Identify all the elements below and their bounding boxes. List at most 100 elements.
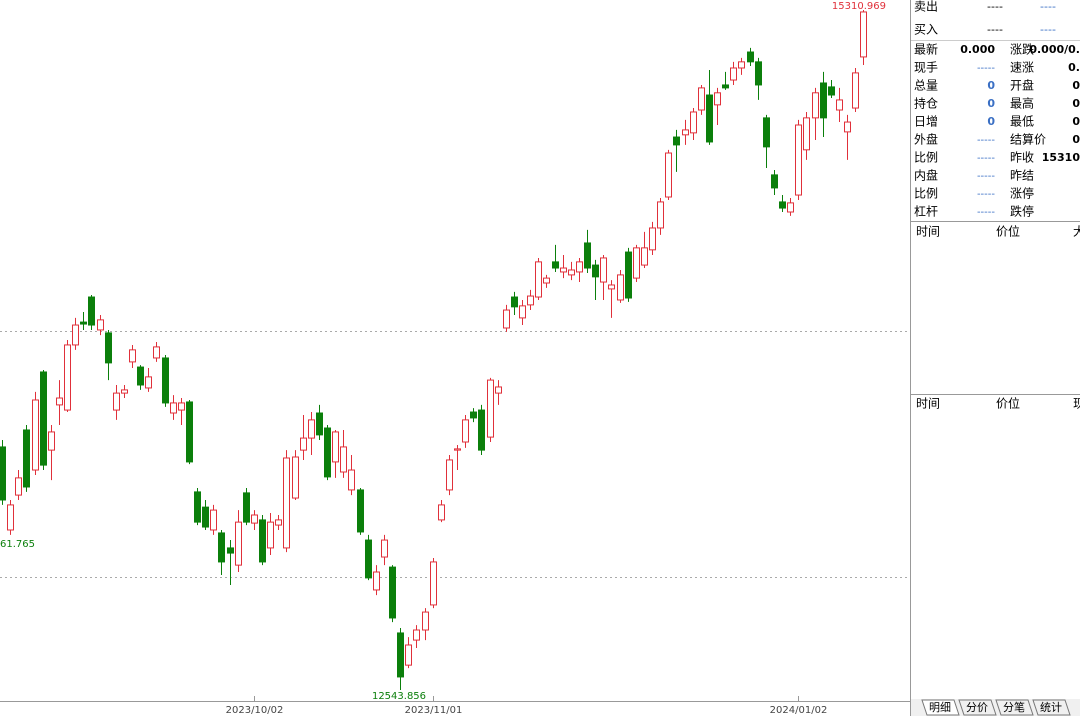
field-value: 0 [987,115,995,128]
candle-body [202,506,209,528]
field-value: 0 [1072,133,1080,146]
candle-body [763,117,770,148]
candle-body [633,247,640,279]
field-value: 0.000 [960,43,995,56]
low-label: 61.765 [0,539,35,550]
candle-body [714,92,721,106]
candle-body [470,411,477,419]
tab[interactable]: 分笔 [1003,700,1025,714]
field-label: 昨收 [1010,151,1034,165]
column-header: 大 [1073,225,1080,239]
column-header: 时间 [916,397,940,411]
field-label: 最低 [1010,115,1034,129]
field-value: 0 [987,97,995,110]
candle-body [80,321,87,325]
candle-body [97,319,104,331]
candle-body [755,61,762,86]
field-label: 现手 [914,61,938,75]
candles: 2023/10/02 2023/11/01 2024/01/02 15310.969 6… [0,1,886,716]
candle-body [747,51,754,63]
candle-body [535,261,542,298]
column-header: 时间 [916,225,940,239]
quote-value: ---- [1040,23,1056,36]
candle-body [576,261,583,273]
field-value: ----- [977,63,995,74]
tab[interactable]: 分价 [966,701,988,714]
candle-body [129,349,136,363]
candle-body [560,267,567,273]
candle-body [438,504,445,521]
candle-body [32,399,39,471]
tab-shape [921,699,960,716]
candle-body [15,477,22,496]
candle-body [113,392,120,411]
candle-body [308,419,315,439]
candle-body [405,644,412,666]
field-value: 0. [1068,61,1080,74]
candle-body [657,201,664,229]
candle-body [812,92,819,119]
field-value: ----- [977,171,995,182]
field-value: ----- [977,153,995,164]
candle-body [592,264,599,278]
candle-body [381,539,388,558]
candle-body [698,87,705,111]
candle-body [852,72,859,109]
field-label: 内盘 [914,168,938,183]
candle-body [137,366,144,386]
field-value: 0 [1072,97,1080,110]
candle-body [600,257,607,283]
candle-body [446,459,453,491]
tab-shape [958,699,997,716]
candle-body [56,397,63,406]
candle-body [478,409,485,451]
field-label: 外盘 [914,132,938,147]
candle-body [690,111,697,134]
candle-body [40,371,47,466]
candle-body [0,446,6,501]
field-value: 0 [1072,79,1080,92]
tab-shape [995,699,1034,716]
field-value: 0.000/0. [1029,43,1080,56]
x-tick-label: 2024/01/02 [770,705,828,716]
candle-body [462,419,469,443]
tab[interactable]: 统计 [1040,701,1062,714]
field-label: 最新 [914,42,938,57]
candle-body [88,296,95,326]
tab[interactable]: 明细 [929,701,951,714]
candle-body [259,519,266,563]
field-value: 0 [987,79,995,92]
candle-body [218,532,225,563]
field-label: 涨停 [1010,186,1034,201]
candle-body [365,539,372,579]
field-label: 比例 [914,187,938,201]
candle-body [227,547,234,554]
candle-body [527,295,534,306]
field-label: 开盘 [1010,78,1034,93]
candle-body [787,202,794,213]
candle-body [771,174,778,189]
field-label: 涨跌 [1010,42,1034,57]
candle-body [738,61,745,69]
candle-body [552,261,559,269]
candle-body [543,277,550,284]
candle-body [292,456,299,499]
candle-body [373,571,380,591]
candle-body [300,437,307,451]
field-value: 0 [1072,115,1080,128]
candle-body [105,332,112,364]
field-label: 日增 [914,115,938,129]
candle-body [568,269,575,276]
field-value: 15310 [1042,151,1080,164]
field-label: 比例 [914,151,938,165]
candle-body [803,117,810,151]
candle-body [162,357,169,404]
candle-body [389,566,396,619]
candle-body [828,86,835,96]
candle-body [251,514,258,524]
candle-body [194,491,201,523]
column-header: 现 [1073,397,1080,411]
candle-body [519,305,526,319]
